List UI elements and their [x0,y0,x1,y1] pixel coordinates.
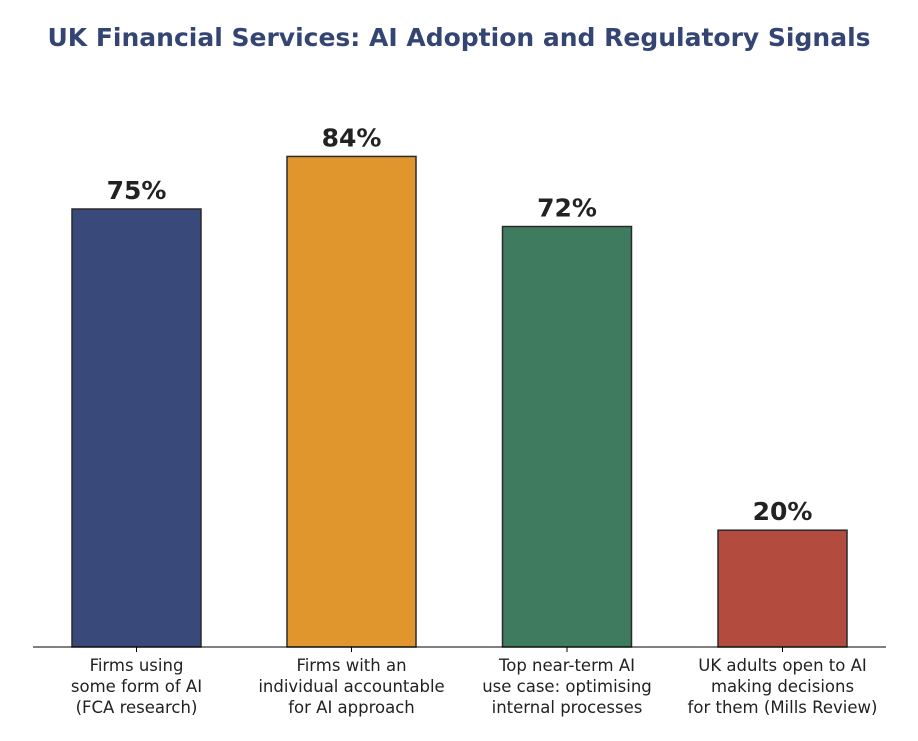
x-tick-label-line: UK adults open to AI [698,656,866,675]
x-tick-label-line: internal processes [492,698,643,717]
x-tick-label-2: Firms with an individual accountable for A… [258,656,444,717]
x-tick-label-line: (FCA research) [76,698,198,717]
x-tick-label-line: use case: optimising [482,677,652,696]
x-tick-label-line: for them (Mills Review) [688,698,878,717]
x-tick-label-line: some form of AI [71,677,202,696]
bar-4 [717,529,848,648]
x-tick-label-line: Top near-term AI [498,656,635,675]
data-labels-layer: 75% 84% 72% 20% [107,123,813,526]
x-ticks-layer: Firms using some form of AI (FCA research)… [71,647,878,717]
data-label-1: 75% [107,176,167,205]
data-label-4: 20% [753,497,813,526]
x-tick-label-1: Firms using some form of AI (FCA research) [71,656,202,717]
chart-title: UK Financial Services: AI Adoption and R… [47,23,870,52]
bar-3 [501,225,633,648]
bar-1 [71,208,202,648]
x-tick-label-line: Firms using [90,656,184,675]
x-tick-label-line: Firms with an [296,656,406,675]
bar-2 [286,155,417,648]
data-label-3: 72% [537,194,597,223]
x-tick-label-3: Top near-term AI use case: optimising inte… [482,656,652,717]
x-tick-label-line: individual accountable [258,677,444,696]
x-tick-label-line: making decisions [711,677,854,696]
x-tick-label-line: for AI approach [288,698,415,717]
bars-layer [71,155,848,648]
data-label-2: 84% [322,123,382,152]
x-tick-label-4: UK adults open to AI making decisions for … [688,656,878,717]
